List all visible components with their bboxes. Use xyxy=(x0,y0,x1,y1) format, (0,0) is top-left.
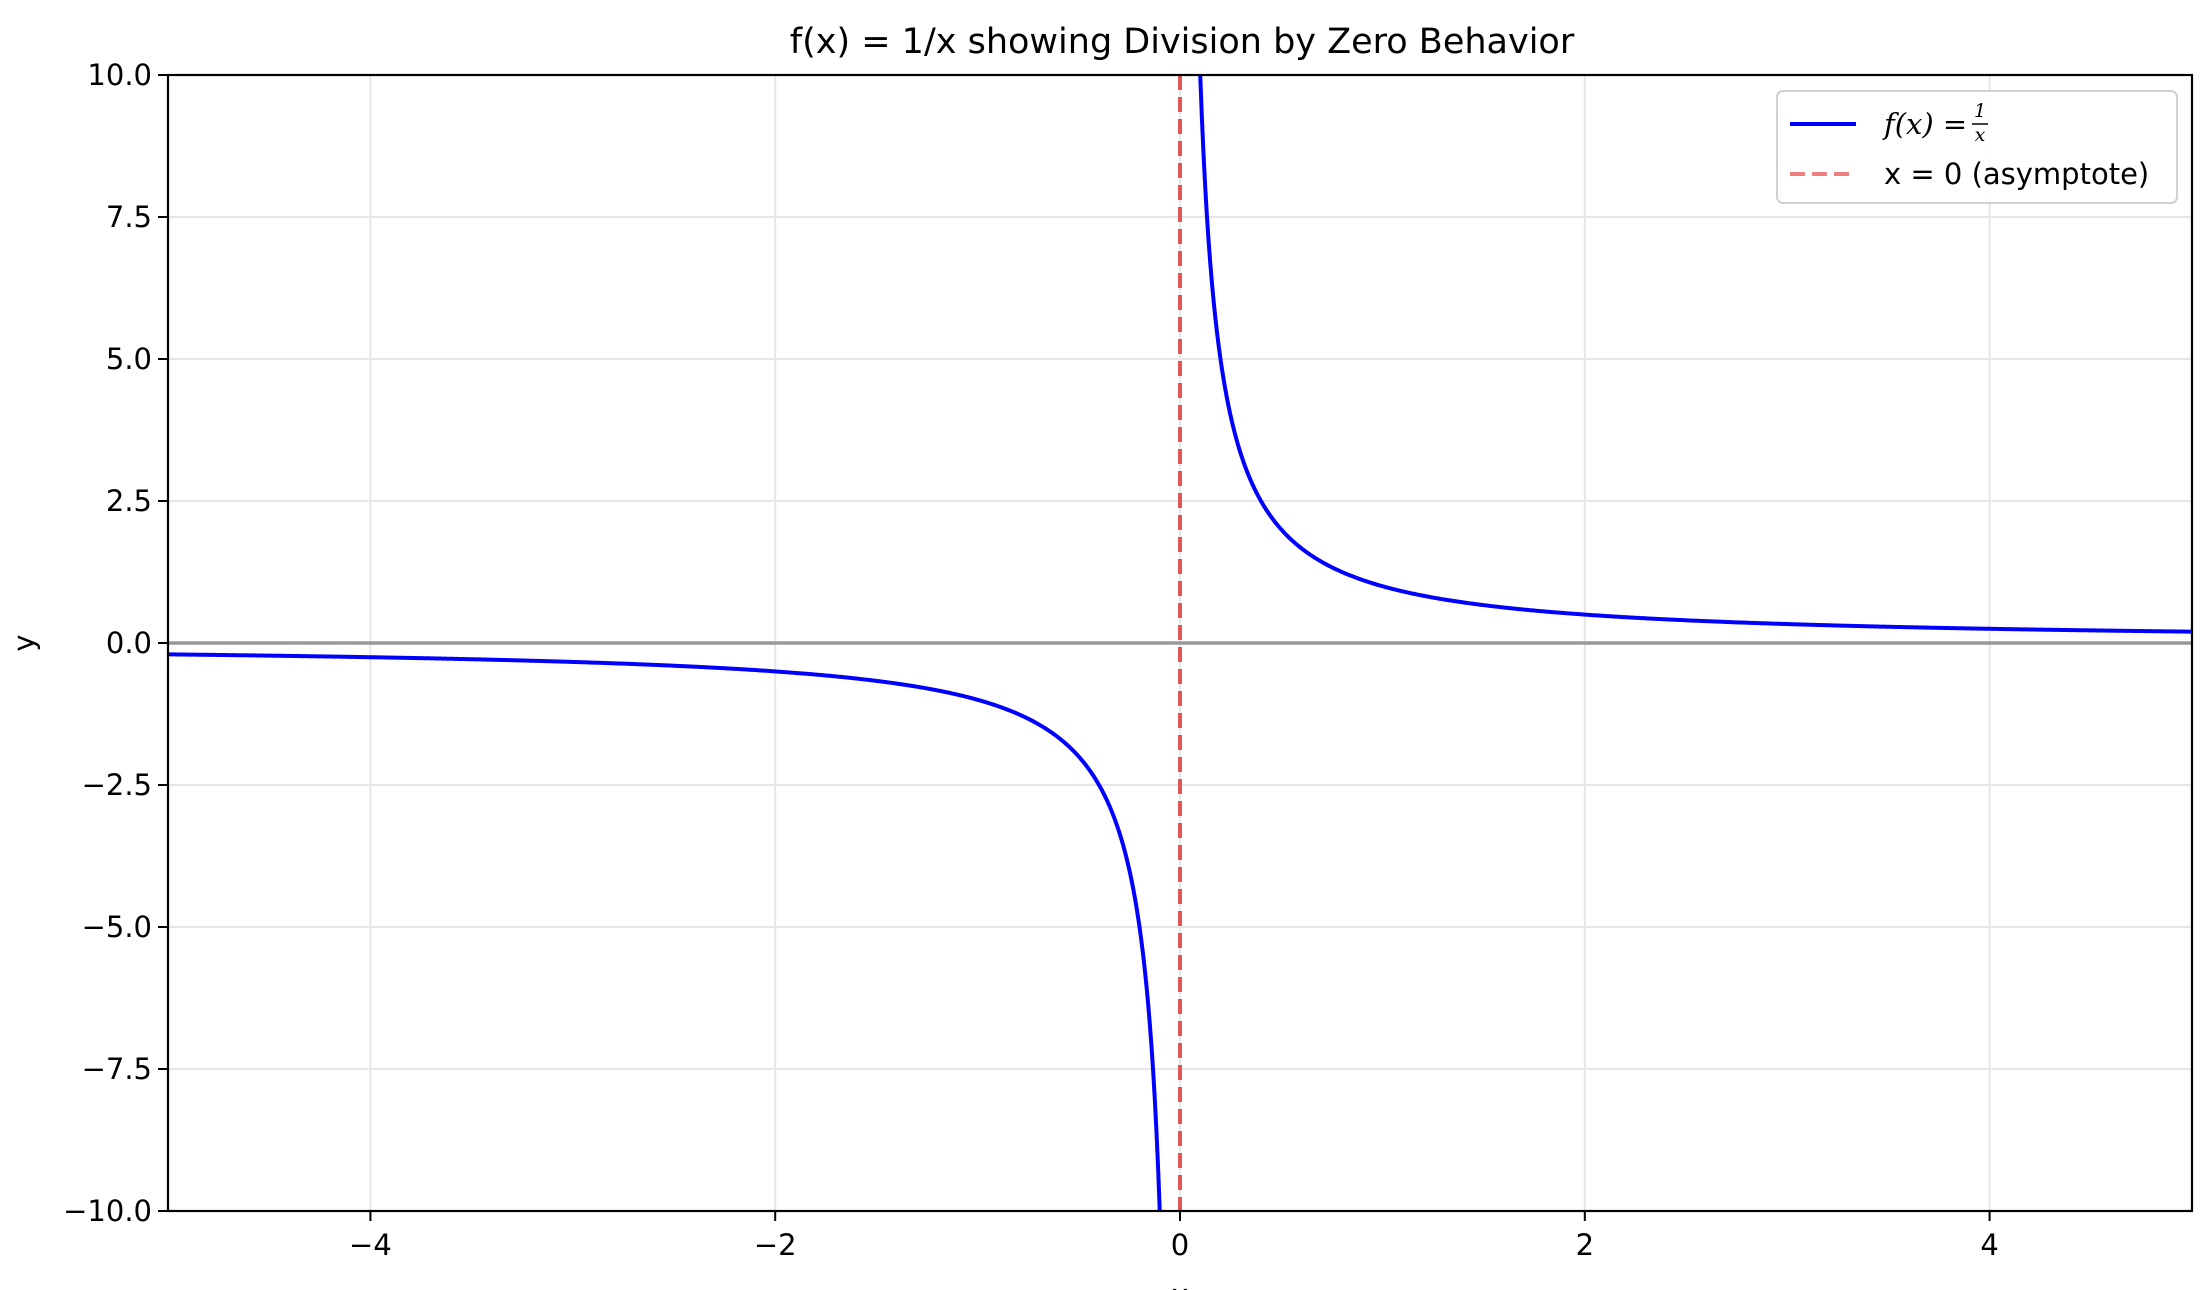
y-axis-ticks: −10.0 −7.5 −5.0 −2.5 0.0 2.5 5.0 7.5 10.0 xyxy=(63,58,168,1228)
y-tick-label: −10.0 xyxy=(63,1194,152,1228)
plot-area xyxy=(166,73,2194,1213)
legend: f(x) = 1 x x = 0 (asymptote) xyxy=(1776,90,2178,204)
function-curve-positive-branch xyxy=(1198,75,2192,634)
x-tick-label: 0 xyxy=(1171,1228,1189,1262)
legend-label-asymptote: x = 0 (asymptote) xyxy=(1884,157,2149,191)
y-tick-label: −7.5 xyxy=(82,1052,152,1086)
y-tick-label: 0.0 xyxy=(106,626,152,660)
x-tick-label: −4 xyxy=(349,1228,392,1262)
function-curve-negative-branch xyxy=(168,652,1162,1211)
x-tick-label: −2 xyxy=(754,1228,797,1262)
legend-label-function: f(x) = xyxy=(1882,107,1967,141)
x-axis-ticks: −4 −2 0 2 4 xyxy=(349,1211,1999,1262)
chart-title: f(x) = 1/x showing Division by Zero Beha… xyxy=(790,22,1575,62)
y-tick-label: 5.0 xyxy=(106,342,152,376)
legend-fraction-numerator: 1 xyxy=(1974,100,1986,122)
y-tick-label: 10.0 xyxy=(87,58,152,92)
legend-fraction-denominator: x xyxy=(1975,124,1986,146)
y-tick-label: −5.0 xyxy=(82,910,152,944)
legend-box xyxy=(1776,90,2178,204)
x-tick-label: 4 xyxy=(1980,1228,1998,1262)
x-axis-label: x xyxy=(1171,1278,1188,1290)
y-tick-label: −2.5 xyxy=(82,768,152,802)
y-axis-label: y xyxy=(7,634,41,651)
legend-label-fx: f(x) = xyxy=(1882,107,1967,141)
series-layer xyxy=(168,75,2192,1211)
y-tick-label: 2.5 xyxy=(106,484,152,518)
x-tick-label: 2 xyxy=(1576,1228,1594,1262)
y-tick-label: 7.5 xyxy=(106,200,152,234)
